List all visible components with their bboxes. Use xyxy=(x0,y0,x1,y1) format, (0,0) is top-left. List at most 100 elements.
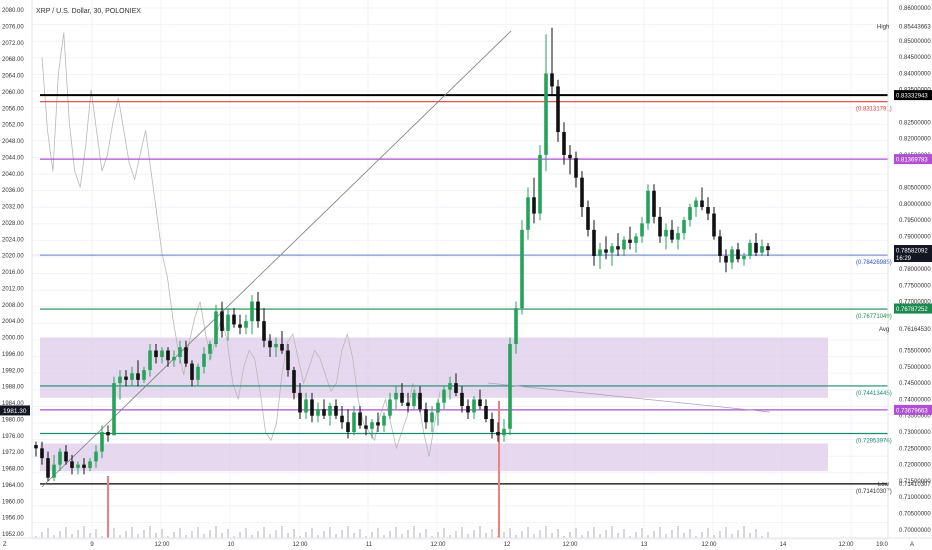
candle-body[interactable] xyxy=(136,373,140,380)
candle-body[interactable] xyxy=(766,246,770,251)
level-tag[interactable] xyxy=(894,154,932,165)
candle-body[interactable] xyxy=(400,392,404,403)
candle-body[interactable] xyxy=(208,343,212,354)
candle-body[interactable] xyxy=(646,190,650,224)
candle-body[interactable] xyxy=(112,383,116,436)
candle-body[interactable] xyxy=(424,409,428,423)
candle-body[interactable] xyxy=(250,301,254,322)
level-tag[interactable] xyxy=(894,404,932,415)
candle-body[interactable] xyxy=(430,412,434,423)
level-tag[interactable] xyxy=(894,90,932,101)
candle-body[interactable] xyxy=(544,73,548,155)
candle-body[interactable] xyxy=(70,461,74,468)
candle-body[interactable] xyxy=(586,207,590,230)
candle-body[interactable] xyxy=(364,425,368,429)
candle-body[interactable] xyxy=(406,402,410,406)
candle-body[interactable] xyxy=(676,233,680,240)
candle-body[interactable] xyxy=(292,370,296,393)
candle-body[interactable] xyxy=(64,451,68,462)
candle-body[interactable] xyxy=(724,255,728,263)
candle-body[interactable] xyxy=(532,197,536,214)
candle-body[interactable] xyxy=(448,383,452,390)
candle-body[interactable] xyxy=(286,350,290,371)
candle-body[interactable] xyxy=(166,350,170,361)
candle-body[interactable] xyxy=(736,249,740,260)
candle-body[interactable] xyxy=(658,216,662,237)
candle-body[interactable] xyxy=(220,311,224,331)
candle-body[interactable] xyxy=(184,347,188,364)
candle-body[interactable] xyxy=(46,458,50,478)
candle-body[interactable] xyxy=(610,246,614,253)
candle-body[interactable] xyxy=(124,376,128,380)
trendline[interactable] xyxy=(41,30,512,488)
candle-body[interactable] xyxy=(76,464,80,468)
candle-body[interactable] xyxy=(754,242,758,253)
candle-body[interactable] xyxy=(556,86,560,133)
candle-body[interactable] xyxy=(550,73,554,87)
candle-body[interactable] xyxy=(358,412,362,426)
candle-body[interactable] xyxy=(100,432,104,452)
candle-body[interactable] xyxy=(466,405,470,413)
candle-body[interactable] xyxy=(760,246,764,253)
candle-body[interactable] xyxy=(730,249,734,263)
candle-body[interactable] xyxy=(664,229,668,237)
candle-body[interactable] xyxy=(40,448,44,459)
candle-body[interactable] xyxy=(214,311,218,344)
candle-body[interactable] xyxy=(580,177,584,208)
candle-body[interactable] xyxy=(472,399,476,413)
candle-body[interactable] xyxy=(226,314,230,331)
candle-body[interactable] xyxy=(280,343,284,351)
candle-body[interactable] xyxy=(304,399,308,413)
candle-body[interactable] xyxy=(94,451,98,462)
candle-body[interactable] xyxy=(418,392,422,410)
candle-body[interactable] xyxy=(520,229,524,309)
candle-body[interactable] xyxy=(628,239,632,243)
candle-body[interactable] xyxy=(496,432,500,436)
candle-body[interactable] xyxy=(256,301,260,322)
candle-body[interactable] xyxy=(268,340,272,348)
candle-body[interactable] xyxy=(106,432,110,436)
candle-body[interactable] xyxy=(88,461,92,468)
level-tag[interactable] xyxy=(894,303,932,314)
candle-body[interactable] xyxy=(622,239,626,250)
candle-body[interactable] xyxy=(190,363,194,380)
candle-body[interactable] xyxy=(700,200,704,208)
candle-body[interactable] xyxy=(322,409,326,416)
candle-body[interactable] xyxy=(232,314,236,325)
candle-body[interactable] xyxy=(562,132,566,155)
candle-body[interactable] xyxy=(118,376,122,384)
candle-body[interactable] xyxy=(706,207,710,214)
candle-body[interactable] xyxy=(202,353,206,367)
candle-body[interactable] xyxy=(316,409,320,416)
candle-body[interactable] xyxy=(442,389,446,403)
candle-body[interactable] xyxy=(334,405,338,416)
candle-body[interactable] xyxy=(244,321,248,328)
candle-body[interactable] xyxy=(694,200,698,208)
candle-body[interactable] xyxy=(178,347,182,358)
candle-body[interactable] xyxy=(148,350,152,371)
trendline[interactable] xyxy=(487,382,771,413)
candle-body[interactable] xyxy=(718,236,722,256)
candle-body[interactable] xyxy=(538,154,542,214)
candle-body[interactable] xyxy=(382,415,386,426)
candle-body[interactable] xyxy=(274,343,278,348)
candle-body[interactable] xyxy=(454,383,458,393)
candle-body[interactable] xyxy=(196,366,200,380)
candle-body[interactable] xyxy=(616,246,620,250)
candle-body[interactable] xyxy=(340,415,344,423)
candle-body[interactable] xyxy=(436,402,440,413)
candle-body[interactable] xyxy=(484,405,488,419)
candle-body[interactable] xyxy=(670,229,674,240)
candle-body[interactable] xyxy=(142,370,146,380)
candle-body[interactable] xyxy=(514,308,518,344)
candle-body[interactable] xyxy=(508,343,512,429)
candle-body[interactable] xyxy=(634,236,638,243)
candle-body[interactable] xyxy=(346,422,350,433)
candle-body[interactable] xyxy=(742,255,746,260)
candle-body[interactable] xyxy=(388,399,392,416)
candle-body[interactable] xyxy=(652,190,656,217)
candle-body[interactable] xyxy=(490,418,494,433)
candle-body[interactable] xyxy=(34,445,38,449)
candle-body[interactable] xyxy=(460,392,464,406)
candle-body[interactable] xyxy=(598,249,602,256)
